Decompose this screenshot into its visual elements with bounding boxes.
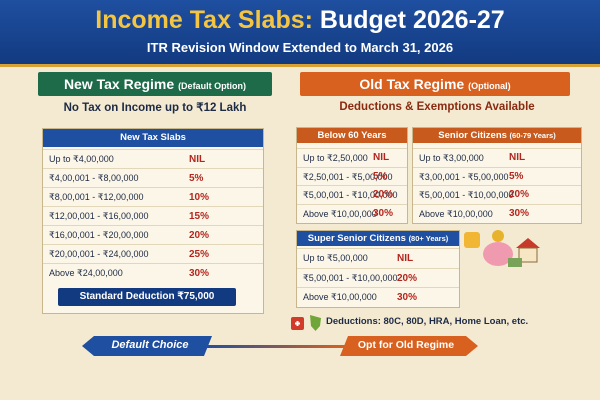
tax-rate: 30% [397,292,418,303]
tax-rate: 5% [509,170,524,182]
group-title: Super Senior Citizens (80+ Years) [297,231,459,246]
income-range: Above ₹10,00,000 [303,208,377,219]
slab-row: Above ₹10,00,000 30% [297,287,459,308]
slab-row: Above ₹10,00,000 30% [297,203,407,224]
slab-row: Above ₹10,00,000 30% [413,203,581,224]
slab-row: ₹5,00,001 - ₹10,00,000 20% [297,267,459,289]
slab-row: ₹5,00,001 - ₹10,00,000 20% [297,185,407,205]
slab-row: ₹8,00,001 - ₹12,00,000 10% [43,187,263,207]
heading-note: (Optional) [468,81,511,91]
old-regime-heading: Old Tax Regime (Optional) [300,72,570,96]
slab-row: ₹5,00,001 - ₹10,00,000 20% [413,185,581,205]
income-range: ₹5,00,001 - ₹10,00,000 [303,190,398,200]
tax-rate: 20% [373,189,394,200]
tax-rate: NIL [373,152,390,163]
slab-row: ₹20,00,001 - ₹24,00,000 25% [43,244,263,264]
tax-rate: 20% [397,272,418,284]
income-range: Above ₹10,00,000 [419,208,493,219]
slab-row: ₹16,00,001 - ₹20,00,000 20% [43,225,263,245]
income-range: ₹5,00,001 - ₹10,00,000 [303,272,398,283]
income-range: Above ₹10,00,000 [303,292,377,302]
income-range: ₹3,00,001 - ₹5,00,000 [419,171,509,182]
income-range: ₹4,00,001 - ₹8,00,000 [49,173,139,183]
slab-row: ₹3,00,001 - ₹5,00,000 5% [413,166,581,187]
subtitle: ITR Revision Window Extended to March 31… [146,40,454,55]
cross [295,321,300,326]
income-range: ₹8,00,001 - ₹12,00,000 [49,192,144,202]
heading: New Tax Regime [63,76,175,92]
title-note: (60-79 Years) [509,131,556,140]
slab-row: ₹2,50,001 - ₹5,00,000 5% [297,166,407,187]
tax-rate: 5% [373,170,388,182]
senior-table: Senior Citizens (60-79 Years) Up to ₹3,0… [412,127,582,224]
super-senior-table: Super Senior Citizens (80+ Years) Up to … [296,230,460,308]
slab-row: Up to ₹5,00,000 NIL [297,248,459,269]
income-range: ₹20,00,001 - ₹24,00,000 [49,249,149,259]
tax-rate: 15% [189,211,210,222]
income-range: Above ₹24,00,000 [49,268,123,278]
tax-rate: 30% [373,207,394,219]
new-slabs-table: New Tax Slabs Up to ₹4,00,000 NIL ₹4,00,00… [42,128,264,314]
tax-rate: 20% [189,230,210,241]
title-rest: Budget 2026-27 [319,6,505,34]
income-range: ₹16,00,001 - ₹20,00,000 [49,230,149,240]
slab-row: Up to ₹2,50,000 NIL [297,148,407,168]
arrow-shape [340,336,478,356]
savings-icons [464,230,540,267]
connector [205,345,345,348]
tax-rate: 30% [509,207,530,219]
footer-left: Default Choice [111,339,189,351]
deduction-icons [291,315,321,331]
standard-deduction: Standard Deduction ₹75,000 [58,288,236,306]
income-range: ₹5,00,001 - ₹10,00,000 [419,190,514,200]
heading-note: (Default Option) [178,81,247,91]
income-range: Up to ₹5,00,000 [303,253,368,263]
income-range: Up to ₹2,50,000 [303,153,368,163]
tax-rate: NIL [509,152,526,163]
default-arrow [82,336,212,356]
tax-rate: 25% [189,249,210,260]
income-range: Up to ₹3,00,000 [419,153,484,163]
title: Super Senior Citizens [307,233,406,244]
title-lead: Income Tax Slabs: [95,6,313,34]
piggy-bank [483,242,513,266]
income-range: ₹2,50,001 - ₹5,00,000 [303,171,393,182]
income-range: Up to ₹4,00,000 [49,154,114,164]
house [518,247,538,263]
group-title: Senior Citizens (60-79 Years) [413,128,581,143]
cash [508,258,522,267]
slab-row: Up to ₹3,00,000 NIL [413,148,581,168]
footer-right: Opt for Old Regime [357,339,455,351]
slab-row: ₹4,00,001 - ₹8,00,000 5% [43,168,263,188]
arrow-shape [82,336,212,356]
table-title: New Tax Slabs [43,129,263,147]
title: Income Tax Slabs: Budget 2026-27 [0,6,600,35]
tax-rate: 30% [189,268,210,279]
header-band [0,0,600,67]
coin [492,230,504,242]
group-title: Below 60 Years [297,128,407,143]
slab-row: Above ₹24,00,000 30% [43,263,263,283]
old-tagline: Deductions & Exemptions Available [339,101,535,113]
doc-icon [464,232,480,248]
below-60-table: Below 60 Years Up to ₹2,50,000 NIL ₹2,50,0… [296,127,408,224]
old-arrow [340,336,478,356]
new-tagline: No Tax on Income up to ₹12 Lakh [63,102,247,114]
title-note: (80+ Years) [408,234,449,243]
slab-row: ₹12,00,001 - ₹16,00,000 15% [43,206,263,226]
income-range: ₹12,00,001 - ₹16,00,000 [49,211,149,221]
title: Senior Citizens [438,130,507,141]
tax-rate: 10% [189,192,210,203]
heading: Old Tax Regime [359,76,465,92]
house-roof [516,238,540,248]
shield-icon [310,315,321,331]
tax-rate: 5% [189,173,204,184]
slab-row: Up to ₹4,00,000 NIL [43,149,263,169]
tax-rate: NIL [397,253,414,264]
tax-rate: 20% [509,189,530,200]
tax-rate: NIL [189,154,206,165]
new-regime-heading: New Tax Regime (Default Option) [38,72,272,96]
deductions: Deductions: 80C, 80D, HRA, Home Loan, et… [326,316,529,327]
